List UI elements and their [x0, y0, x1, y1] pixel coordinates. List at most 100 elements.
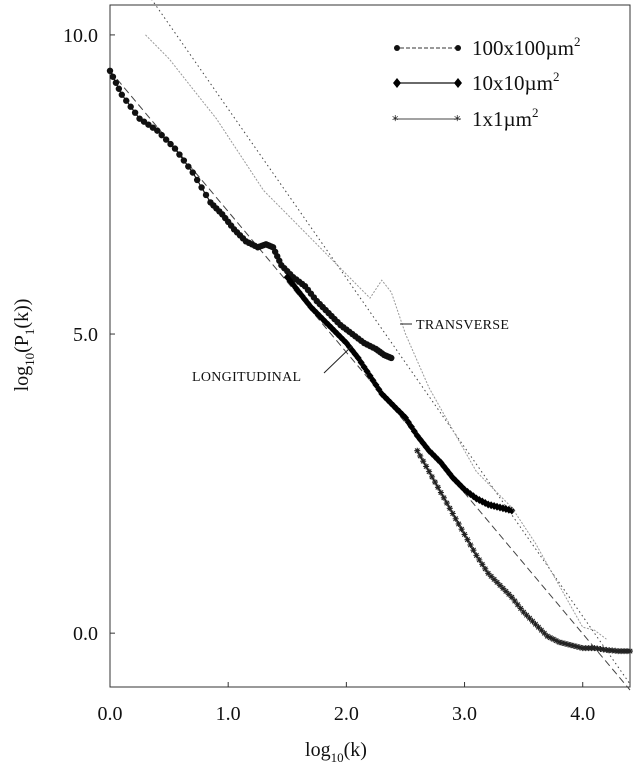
legend-entry-10x10: 10x10µm2: [393, 69, 559, 95]
data-point: [556, 639, 563, 646]
data-point: [479, 561, 486, 568]
data-point: [193, 176, 201, 184]
ticks: 0.0 1.0 2.0 3.0 4.0 0.0 5.0 10.0: [63, 25, 595, 725]
annotation-transverse: TRANSVERSE: [400, 318, 509, 333]
legend-label-base: 100x100µm: [472, 36, 574, 60]
series-10x10-m2: [283, 273, 516, 515]
data-point: [158, 131, 165, 139]
series-100x100-m2: [106, 67, 395, 362]
series-1x1-m2: [414, 447, 633, 655]
legend-label: 10x10µm2: [472, 69, 559, 95]
y-axis-label-mid: (P: [11, 335, 33, 353]
fit-line-dashed: [109, 70, 631, 691]
data-point: [420, 458, 427, 465]
data-point: [532, 621, 539, 628]
x-axis-label-sub: 10: [331, 750, 344, 765]
data-point: [118, 91, 126, 98]
data-point: [417, 452, 424, 459]
data-point: [505, 591, 512, 598]
annotation-longitudinal: LONGITUDINAL: [192, 345, 353, 385]
data-point: [567, 642, 574, 649]
legend-label-sup: 2: [532, 105, 539, 120]
data-point: [429, 473, 436, 480]
data-point: [434, 484, 441, 491]
data-point: [550, 636, 557, 643]
series-line: [145, 34, 607, 640]
legend-entry-1x1: * * 1x1µm2: [392, 105, 538, 131]
x-axis-label: log10(k): [305, 739, 367, 765]
legend-marker-dot: [455, 45, 461, 51]
data-point: [167, 140, 174, 148]
data-point: [162, 136, 170, 143]
data-point: [485, 570, 492, 577]
y-tick-label: 5.0: [73, 324, 98, 346]
x-tick-label: 1.0: [216, 703, 241, 725]
x-tick-label: 4.0: [570, 703, 595, 725]
data-point: [131, 109, 139, 116]
data-point: [202, 191, 210, 199]
series-line: [109, 70, 392, 359]
data-point: [176, 151, 183, 158]
series-line: [286, 276, 512, 512]
data-point: [541, 630, 548, 637]
data-point: [517, 605, 524, 612]
x-axis-label-rest: (k): [344, 739, 367, 761]
data-point: [446, 505, 453, 512]
data-point: [154, 127, 161, 134]
data-point: [198, 184, 205, 191]
data-point: [189, 169, 196, 176]
data-point: [440, 494, 447, 501]
fit-lines: [109, 0, 631, 691]
plot-area: [109, 4, 631, 688]
data-point: [449, 510, 456, 517]
legend: 100x100µm2 10x10µm2 * * 1x1µm2: [392, 34, 580, 131]
legend-label-base: 10x10µm: [472, 71, 553, 95]
x-tick-label: 2.0: [334, 703, 359, 725]
legend-label-sup: 2: [553, 69, 560, 84]
data-point: [570, 642, 577, 649]
data-point: [123, 97, 130, 104]
y-axis-label-rest: (k)): [11, 299, 33, 329]
legend-marker-star: *: [454, 114, 461, 129]
x-tick-label: 3.0: [452, 703, 477, 725]
annotation-transverse-label: TRANSVERSE: [416, 318, 509, 333]
data-point: [443, 500, 450, 507]
data-point: [455, 520, 462, 527]
data-point: [458, 526, 465, 533]
data-point: [520, 609, 527, 616]
data-point: [473, 552, 480, 559]
data-point: [127, 103, 134, 110]
data-point: [470, 547, 477, 554]
data-point: [180, 157, 188, 164]
legend-label-sup: 2: [574, 34, 581, 49]
data-point: [508, 506, 516, 515]
x-tick-label: 0.0: [98, 703, 123, 725]
data-point: [112, 79, 120, 86]
data-point: [476, 556, 483, 563]
data-point: [185, 163, 192, 170]
annotation-longitudinal-label: LONGITUDINAL: [192, 370, 301, 385]
x-axis-label-main: log: [305, 739, 331, 761]
data-point: [115, 85, 123, 92]
y-axis-label-sub2: 1: [22, 329, 37, 336]
y-axis-label: log10(P1(k)): [11, 299, 37, 392]
legend-marker-dot: [394, 45, 400, 51]
data-point: [514, 601, 521, 608]
data-point: [432, 479, 438, 486]
legend-marker-diamond: [393, 78, 401, 88]
data-point: [553, 637, 560, 644]
plot-frame: [109, 4, 631, 688]
data-point: [544, 633, 551, 640]
data-point: [511, 598, 518, 605]
data-point: [502, 588, 509, 595]
data-point: [109, 73, 117, 80]
data-point: [538, 627, 545, 634]
data-point: [573, 643, 580, 650]
data-point: [535, 624, 542, 631]
data-point: [499, 585, 506, 592]
data-point: [627, 648, 633, 655]
data-point: [559, 639, 566, 646]
data-point: [388, 354, 395, 362]
legend-label: 1x1µm2: [472, 105, 538, 131]
